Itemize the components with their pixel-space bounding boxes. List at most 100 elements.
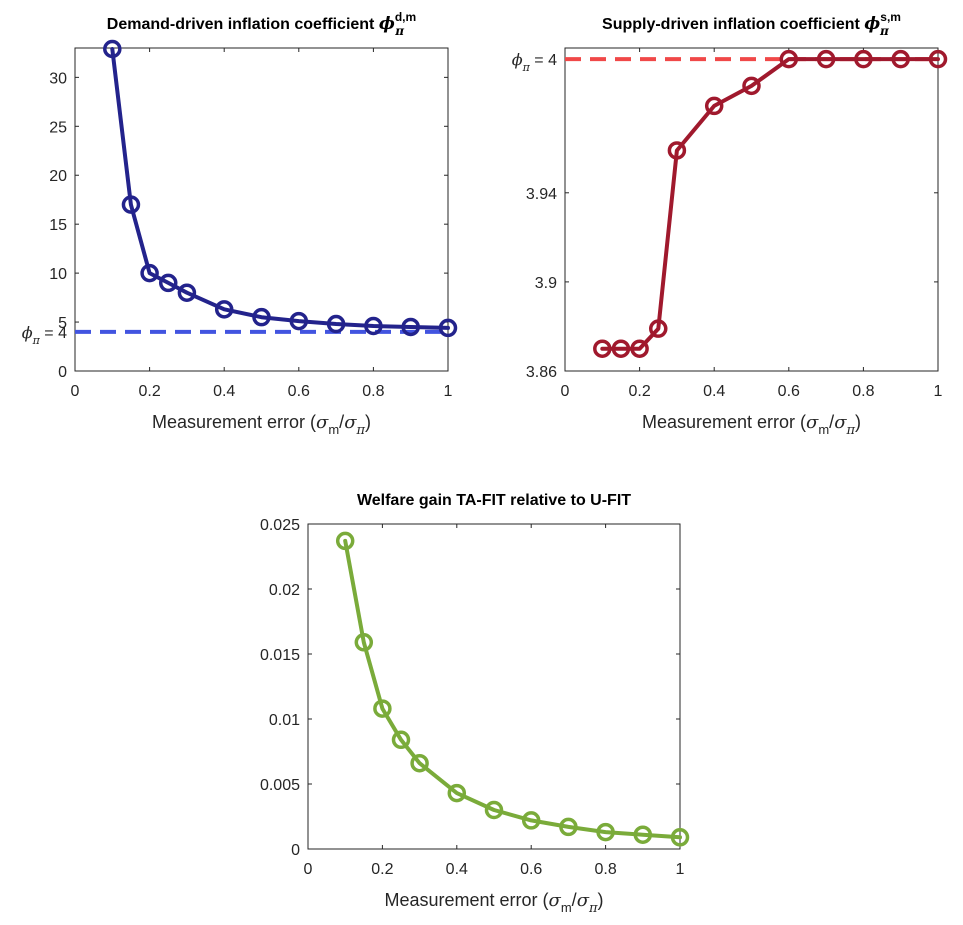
plot-area (564, 47, 939, 372)
data-point (391, 730, 411, 750)
data-point (928, 49, 948, 69)
reference-label-value: = 4 (530, 52, 557, 69)
data-point (891, 49, 910, 69)
data-point (630, 339, 649, 358)
x-axis-label-subscript-m: m (818, 422, 829, 437)
x-tick-label: 0 (561, 383, 570, 400)
y-tick-label: 20 (49, 168, 67, 185)
y-tick-label: 0 (291, 842, 300, 859)
reference-label-value: = 4 (40, 325, 67, 342)
reference-label-subscript: π (32, 334, 41, 347)
data-point (121, 195, 141, 214)
x-axis-label-subscript-pi: π (355, 423, 365, 438)
x-axis-label-slash: / (572, 890, 577, 910)
x-axis-label-sigma: σ (577, 890, 590, 911)
y-tick-label: 10 (49, 266, 67, 283)
x-tick-label: 1 (934, 383, 943, 400)
data-point (159, 273, 178, 293)
x-axis-label-subscript-pi: π (588, 901, 598, 916)
x-axis-label-close: ) (365, 412, 371, 432)
x-axis-label: Measurement error (σm/σπ) (384, 890, 603, 916)
data-point (410, 753, 429, 773)
x-tick-label: 0 (304, 861, 313, 878)
data-point (401, 317, 420, 337)
data-point (816, 49, 836, 69)
data-point (373, 699, 392, 718)
x-tick-label: 0.2 (138, 383, 160, 400)
data-point (779, 49, 799, 69)
x-axis-label-slash: / (829, 412, 834, 432)
data-point (326, 314, 346, 334)
data-point (289, 311, 309, 331)
data-point (447, 783, 467, 803)
data-point (854, 49, 873, 69)
reference-label-subscript: π (522, 61, 531, 74)
x-axis-label-subscript-m: m (561, 900, 572, 915)
chart-title: Supply-driven inflation coefficient ϕs,m… (602, 10, 901, 38)
data-point (593, 339, 612, 358)
y-tick-label: 0.025 (260, 517, 300, 534)
plot-area (307, 523, 681, 850)
x-axis-label-subscript-pi: π (845, 423, 855, 438)
x-tick-label: 1 (444, 383, 453, 400)
data-point (364, 316, 383, 336)
data-point (649, 319, 668, 338)
data-point (252, 307, 271, 327)
x-tick-label: 0.8 (594, 861, 616, 878)
chart-title-text: Demand-driven inflation coefficient (107, 16, 379, 33)
data-point (667, 141, 687, 160)
x-axis-label-text: Measurement error ( (384, 890, 548, 910)
x-tick-label: 0.6 (288, 383, 310, 400)
chart-title: Welfare gain TA-FIT relative to U-FIT (357, 492, 631, 509)
chart-title-text: Supply-driven inflation coefficient (602, 16, 864, 33)
y-tick-label: 0.02 (269, 582, 300, 599)
x-axis-label-text: Measurement error ( (152, 412, 316, 432)
x-axis-label-sigma: σ (834, 412, 847, 433)
x-axis-label-sigma: σ (344, 412, 357, 433)
x-axis-label-close: ) (598, 890, 604, 910)
reference-label: ϕπ = 4 (22, 323, 67, 347)
data-point (596, 822, 615, 842)
chart-title-subscript: π (394, 24, 404, 38)
data-point (177, 283, 197, 302)
data-point (704, 96, 724, 116)
x-tick-label: 0.4 (213, 383, 235, 400)
x-axis-label-slash: / (339, 412, 344, 432)
chart-panel-3: 0 0.2 0.4 0.6 0.8 1 0 0.005 0.01 0.015 0.02 0.025 We… (260, 492, 690, 916)
y-tick-label: 30 (49, 70, 67, 87)
data-point (214, 300, 234, 319)
y-tick-label: 5 (58, 315, 67, 332)
x-axis-label-close: ) (855, 412, 861, 432)
y-tick-label: 0.005 (260, 777, 300, 794)
data-point (633, 825, 653, 844)
data-point (521, 811, 541, 830)
x-tick-label: 0.6 (778, 383, 800, 400)
chart-title-symbol: ϕ (864, 14, 880, 34)
reference-label-symbol: ϕ (512, 50, 523, 69)
x-axis-label-sigma: σ (806, 412, 819, 433)
x-tick-label: 1 (676, 861, 685, 878)
data-point (354, 633, 374, 652)
y-tick-label: 0.015 (260, 647, 300, 664)
y-tick-label: 3.86 (526, 364, 557, 381)
data-point (103, 39, 122, 59)
x-tick-label: 0.2 (628, 383, 650, 400)
data-point (335, 531, 355, 551)
x-axis-label: Measurement error (σm/σπ) (642, 412, 861, 438)
data-point (140, 263, 159, 283)
reference-label: ϕπ = 4 (512, 50, 557, 74)
x-tick-label: 0.2 (371, 861, 393, 878)
x-tick-label: 0 (71, 383, 80, 400)
y-tick-label: 15 (49, 217, 67, 234)
reference-label-symbol: ϕ (22, 323, 33, 342)
chart-title: Demand-driven inflation coefficient ϕd,m… (107, 10, 416, 38)
y-tick-label: 0 (58, 364, 67, 381)
x-tick-label: 0.6 (520, 861, 542, 878)
data-point (484, 800, 504, 820)
x-tick-label: 0.4 (703, 383, 725, 400)
x-tick-label: 0.4 (446, 861, 468, 878)
x-axis-label-sigma: σ (549, 890, 562, 911)
